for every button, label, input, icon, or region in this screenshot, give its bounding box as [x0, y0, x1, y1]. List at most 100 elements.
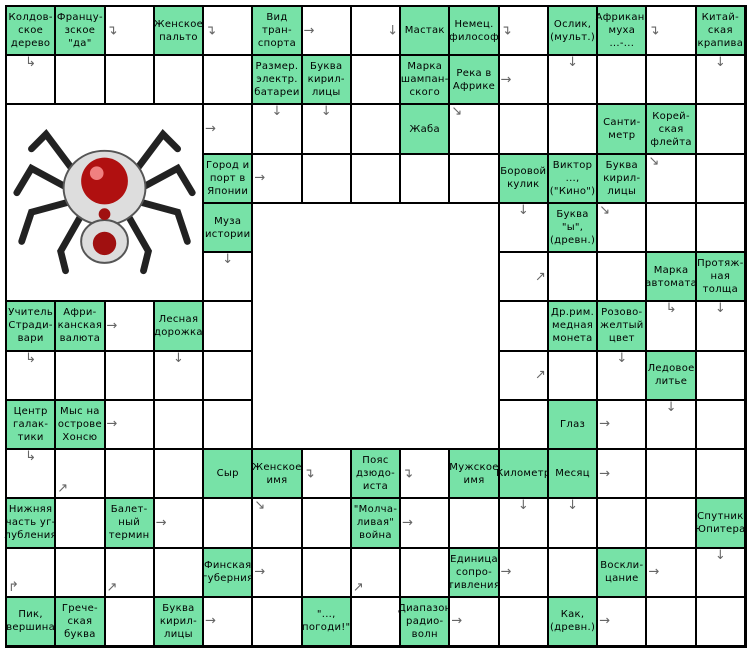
answer-cell[interactable]: → [401, 499, 449, 547]
answer-cell[interactable] [548, 253, 597, 301]
answer-cell[interactable]: ↗ [105, 548, 153, 596]
answer-cell[interactable]: → [598, 597, 646, 645]
answer-cell[interactable]: ↴ [302, 450, 350, 498]
answer-cell[interactable]: ↴ [499, 7, 547, 55]
answer-cell[interactable]: ↳ [7, 56, 55, 104]
answer-cell[interactable]: ↴ [401, 450, 449, 498]
answer-cell[interactable] [351, 597, 400, 645]
answer-cell[interactable] [56, 351, 104, 399]
answer-cell[interactable]: ↘ [253, 499, 301, 547]
answer-cell[interactable]: → [598, 450, 646, 498]
answer-cell[interactable] [598, 499, 646, 547]
answer-cell[interactable] [204, 499, 252, 547]
answer-cell[interactable] [56, 56, 104, 104]
answer-cell[interactable] [499, 400, 547, 449]
answer-cell[interactable] [696, 154, 744, 202]
answer-cell[interactable]: → [204, 105, 252, 153]
answer-cell[interactable] [56, 548, 104, 596]
answer-cell[interactable]: ↳ [7, 351, 55, 399]
answer-cell[interactable] [548, 351, 597, 399]
answer-cell[interactable]: ↓ [204, 253, 252, 301]
answer-cell[interactable]: ↓ [499, 499, 547, 547]
answer-cell[interactable]: → [647, 548, 695, 596]
answer-cell[interactable]: ↓ [253, 105, 301, 153]
answer-cell[interactable] [154, 56, 203, 104]
answer-cell[interactable] [105, 450, 153, 498]
answer-cell[interactable] [598, 253, 646, 301]
answer-cell[interactable] [302, 548, 350, 596]
answer-cell[interactable] [696, 203, 744, 252]
answer-cell[interactable] [696, 105, 744, 153]
answer-cell[interactable] [499, 597, 547, 645]
answer-cell[interactable] [647, 203, 695, 252]
answer-cell[interactable] [499, 105, 547, 153]
answer-cell[interactable] [302, 154, 350, 202]
answer-cell[interactable]: ↘ [598, 203, 646, 252]
answer-cell[interactable]: ↗ [351, 548, 400, 596]
answer-cell[interactable] [696, 597, 744, 645]
answer-cell[interactable]: → [105, 302, 153, 350]
answer-cell[interactable]: ↓ [696, 56, 744, 104]
answer-cell[interactable] [499, 302, 547, 350]
answer-cell[interactable] [154, 450, 203, 498]
answer-cell[interactable] [204, 56, 252, 104]
answer-cell[interactable]: ↓ [302, 105, 350, 153]
answer-cell[interactable]: ↴ [204, 7, 252, 55]
answer-cell[interactable]: → [253, 548, 301, 596]
answer-cell[interactable]: → [253, 154, 301, 202]
answer-cell[interactable] [647, 597, 695, 645]
answer-cell[interactable]: → [302, 7, 350, 55]
answer-cell[interactable] [204, 351, 252, 399]
answer-cell[interactable] [351, 105, 400, 153]
answer-cell[interactable]: ↓ [499, 203, 547, 252]
answer-cell[interactable] [351, 56, 400, 104]
answer-cell[interactable]: ↓ [548, 499, 597, 547]
answer-cell[interactable]: → [154, 499, 203, 547]
answer-cell[interactable] [154, 548, 203, 596]
answer-cell[interactable] [696, 351, 744, 399]
answer-cell[interactable] [647, 499, 695, 547]
answer-cell[interactable]: ↓ [548, 56, 597, 104]
answer-cell[interactable]: ↳ [647, 302, 695, 350]
answer-cell[interactable]: ↓ [154, 351, 203, 399]
answer-cell[interactable]: ↱ [7, 548, 55, 596]
answer-cell[interactable] [450, 499, 498, 547]
answer-cell[interactable]: → [105, 400, 153, 449]
answer-cell[interactable]: ↘ [450, 105, 498, 153]
answer-cell[interactable] [105, 56, 153, 104]
answer-cell[interactable] [401, 548, 449, 596]
answer-cell[interactable]: ↘ [647, 154, 695, 202]
answer-cell[interactable]: ↳ [7, 450, 55, 498]
answer-cell[interactable] [647, 450, 695, 498]
answer-cell[interactable]: ↗ [56, 450, 104, 498]
answer-cell[interactable]: → [499, 56, 547, 104]
answer-cell[interactable]: → [450, 597, 498, 645]
answer-cell[interactable] [302, 499, 350, 547]
answer-cell[interactable] [696, 400, 744, 449]
answer-cell[interactable]: ↓ [696, 548, 744, 596]
answer-cell[interactable]: ↗ [499, 351, 547, 399]
answer-cell[interactable] [56, 499, 104, 547]
answer-cell[interactable]: → [204, 597, 252, 645]
answer-cell[interactable]: → [499, 548, 547, 596]
answer-cell[interactable]: ↗ [499, 253, 547, 301]
answer-cell[interactable]: → [598, 400, 646, 449]
answer-cell[interactable] [647, 56, 695, 104]
answer-cell[interactable]: ↓ [598, 351, 646, 399]
answer-cell[interactable] [598, 56, 646, 104]
answer-cell[interactable]: ↓ [351, 7, 400, 55]
answer-cell[interactable] [204, 302, 252, 350]
answer-cell[interactable] [105, 351, 153, 399]
answer-cell[interactable] [450, 154, 498, 202]
answer-cell[interactable] [105, 597, 153, 645]
answer-cell[interactable] [696, 450, 744, 498]
answer-cell[interactable] [204, 400, 252, 449]
answer-cell[interactable] [548, 105, 597, 153]
answer-cell[interactable] [253, 597, 301, 645]
answer-cell[interactable] [548, 548, 597, 596]
answer-cell[interactable]: ↴ [647, 7, 695, 55]
answer-cell[interactable]: ↓ [647, 400, 695, 449]
answer-cell[interactable] [154, 400, 203, 449]
answer-cell[interactable] [401, 154, 449, 202]
answer-cell[interactable]: ↓ [696, 302, 744, 350]
